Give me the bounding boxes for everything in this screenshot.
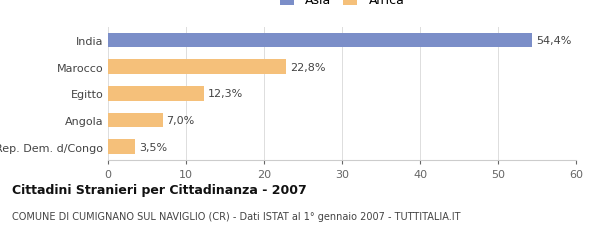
Text: Cittadini Stranieri per Cittadinanza - 2007: Cittadini Stranieri per Cittadinanza - 2… xyxy=(12,183,307,196)
Bar xyxy=(108,33,532,48)
Bar xyxy=(108,87,204,101)
Text: 22,8%: 22,8% xyxy=(290,62,325,72)
Bar xyxy=(108,140,136,154)
Text: 12,3%: 12,3% xyxy=(208,89,243,99)
Bar xyxy=(108,60,286,75)
Legend: Asia, Africa: Asia, Africa xyxy=(276,0,408,11)
Text: 54,4%: 54,4% xyxy=(536,36,572,46)
Text: 3,5%: 3,5% xyxy=(139,142,167,152)
Text: 7,0%: 7,0% xyxy=(167,115,195,125)
Bar xyxy=(108,113,163,128)
Text: COMUNE DI CUMIGNANO SUL NAVIGLIO (CR) - Dati ISTAT al 1° gennaio 2007 - TUTTITAL: COMUNE DI CUMIGNANO SUL NAVIGLIO (CR) - … xyxy=(12,211,461,221)
